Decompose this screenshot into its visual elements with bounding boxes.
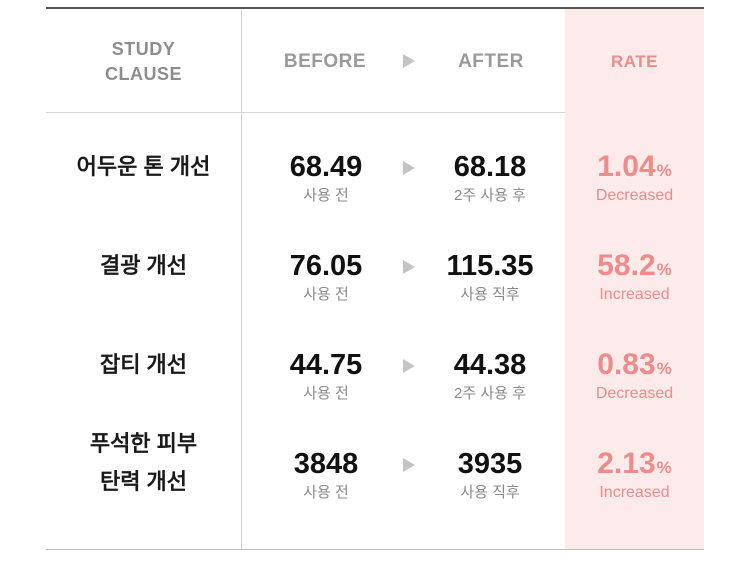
column-divider — [241, 9, 242, 549]
rate-column-background — [565, 9, 704, 549]
after-label: 사용 직후 — [460, 286, 520, 303]
after-label: 2주 사용 후 — [454, 187, 526, 204]
table-row: 어두운 톤 개선 68.49 사용 전 68.18 2주 사용 후 1.04% … — [46, 150, 704, 248]
clause-label: 푸석한 피부 탄력 개선 — [46, 425, 241, 501]
after-value: 3935 — [457, 448, 523, 480]
clause-line1: 어두운 톤 개선 — [76, 154, 211, 179]
triangle-right-icon — [403, 161, 415, 175]
before-label: 사용 전 — [303, 385, 349, 402]
table-bottom-rule — [46, 549, 704, 550]
clause-line1: 결광 개선 — [99, 253, 188, 278]
rate-unit: % — [656, 161, 672, 180]
header-study-clause: STUDY CLAUSE — [46, 37, 241, 87]
clause-label: 결광 개선 — [46, 247, 241, 285]
rate-value: 58.2% — [565, 249, 704, 288]
rate-label: Decreased — [595, 385, 674, 402]
rate-unit: % — [656, 458, 672, 477]
before-label: 사용 전 — [303, 187, 349, 204]
rate-label: Increased — [599, 286, 670, 303]
rate-value: 0.83% — [565, 348, 704, 387]
rate-number: 2.13 — [597, 447, 656, 480]
rate-number: 0.83 — [597, 348, 656, 381]
triangle-right-icon — [403, 260, 415, 274]
after-label: 2주 사용 후 — [454, 385, 526, 402]
rate-label: Decreased — [595, 187, 674, 204]
before-value: 3848 — [293, 448, 359, 480]
after-value: 68.18 — [453, 151, 527, 183]
rate-unit: % — [656, 359, 672, 378]
clause-line1: 푸석한 피부 — [89, 431, 198, 456]
table-row: 결광 개선 76.05 사용 전 115.35 사용 직후 58.2% Incr… — [46, 249, 704, 347]
after-value: 115.35 — [446, 250, 534, 282]
before-value: 68.49 — [289, 151, 363, 183]
triangle-right-icon — [403, 359, 415, 373]
rate-value: 1.04% — [565, 150, 704, 189]
header-after: AFTER — [458, 51, 524, 72]
header-study-line2: CLAUSE — [104, 64, 182, 84]
header-divider — [46, 112, 565, 113]
clause-line2: 탄력 개선 — [99, 469, 188, 494]
header-study-line1: STUDY — [111, 39, 176, 59]
before-value: 44.75 — [289, 349, 363, 381]
clause-label: 잡티 개선 — [46, 346, 241, 384]
table-top-rule — [46, 7, 704, 9]
rate-number: 58.2 — [597, 249, 656, 282]
rate-label: Increased — [599, 484, 670, 501]
header-rate: RATE — [610, 52, 658, 71]
clause-label: 어두운 톤 개선 — [46, 148, 241, 186]
rate-unit: % — [656, 260, 672, 279]
before-label: 사용 전 — [303, 484, 349, 501]
header-arrow-icon — [403, 54, 415, 68]
rate-number: 1.04 — [597, 150, 656, 183]
table-row: 잡티 개선 44.75 사용 전 44.38 2주 사용 후 0.83% Dec… — [46, 348, 704, 446]
header-before: BEFORE — [283, 51, 367, 72]
rate-value: 2.13% — [565, 447, 704, 486]
before-value: 76.05 — [289, 250, 363, 282]
study-results-table: STUDY CLAUSE BEFORE AFTER RATE 어두운 톤 개선 … — [46, 7, 704, 550]
after-value: 44.38 — [453, 349, 527, 381]
clause-line1: 잡티 개선 — [99, 352, 188, 377]
table-row: 푸석한 피부 탄력 개선 3848 사용 전 3935 사용 직후 2.13% … — [46, 431, 704, 545]
before-label: 사용 전 — [303, 286, 349, 303]
after-label: 사용 직후 — [460, 484, 520, 501]
triangle-right-icon — [403, 458, 415, 472]
